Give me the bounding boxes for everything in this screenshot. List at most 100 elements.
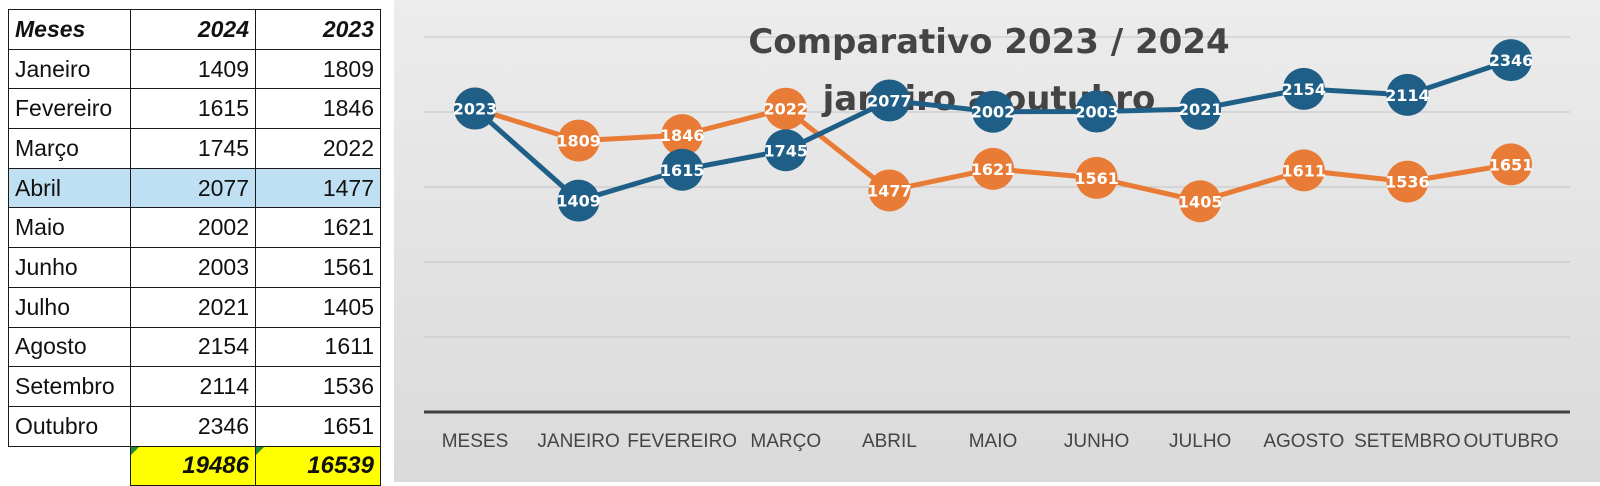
value-2024-cell[interactable]: 2077 [130, 167, 256, 209]
data-marker[interactable] [661, 148, 704, 191]
value-2024-cell[interactable]: 1615 [130, 88, 256, 130]
table-header-row: Meses 2024 2023 [8, 9, 381, 50]
value-2023-cell[interactable]: 1846 [255, 88, 381, 130]
data-point[interactable]: 2077 [867, 79, 912, 122]
month-cell[interactable]: Fevereiro [8, 88, 131, 130]
x-tick-label: AGOSTO [1263, 431, 1344, 452]
data-marker[interactable] [661, 114, 704, 157]
value-2024-cell[interactable]: 2021 [130, 286, 256, 328]
data-marker[interactable] [972, 90, 1014, 133]
table-row: Junho 2003 1561 [8, 247, 381, 288]
data-point[interactable]: 1611 [1282, 149, 1327, 192]
month-cell[interactable]: Abril [8, 167, 131, 209]
data-marker[interactable] [1179, 180, 1222, 223]
data-point[interactable]: 2346 [1489, 39, 1534, 82]
data-point[interactable]: 2022 [764, 87, 809, 130]
value-2024-cell[interactable]: 2114 [130, 366, 256, 407]
value-2023-cell[interactable]: 1477 [255, 167, 381, 209]
table-row: Abril 2077 1477 [8, 167, 381, 209]
data-point[interactable]: 2021 [1178, 87, 1223, 130]
empty-cell[interactable] [8, 445, 131, 486]
data-marker[interactable] [1490, 39, 1532, 82]
chart-canvas: Comparativo 2023 / 2024janeiro a outubro… [424, 22, 1570, 452]
data-point[interactable]: 2003 [1074, 90, 1119, 133]
month-cell[interactable]: Janeiro [8, 48, 131, 90]
x-tick-label: MARÇO [750, 431, 821, 452]
month-cell[interactable]: Agosto [8, 326, 131, 368]
value-2023-cell[interactable]: 1651 [255, 405, 381, 447]
data-label: 1846 [660, 126, 705, 145]
data-point[interactable]: 2114 [1385, 73, 1430, 116]
data-label: 1611 [1282, 161, 1327, 180]
data-marker[interactable] [1282, 149, 1325, 192]
value-2023-cell[interactable]: 1621 [255, 207, 381, 249]
data-marker[interactable] [1075, 90, 1118, 133]
data-marker[interactable] [1490, 143, 1532, 186]
data-label: 2346 [1489, 51, 1534, 70]
data-marker[interactable] [1075, 156, 1118, 199]
data-point[interactable]: 1809 [556, 119, 601, 162]
value-2024-cell[interactable]: 2002 [130, 207, 256, 249]
table-header-cell[interactable]: 2023 [255, 9, 381, 50]
data-label: 1651 [1489, 155, 1534, 174]
value-2023-cell[interactable]: 1536 [255, 366, 381, 407]
value-2024-cell[interactable]: 2003 [130, 247, 256, 288]
data-marker[interactable] [972, 147, 1014, 190]
x-tick-label: MAIO [969, 431, 1018, 452]
month-cell[interactable]: Setembro [8, 366, 131, 407]
data-marker[interactable] [1282, 67, 1325, 110]
month-cell[interactable]: Julho [8, 286, 131, 328]
table-header-cell[interactable]: Meses [8, 9, 131, 50]
data-marker[interactable] [868, 79, 911, 122]
data-point[interactable]: 1409 [556, 179, 601, 222]
data-label: 1536 [1385, 173, 1430, 192]
data-marker[interactable] [557, 179, 600, 222]
data-point[interactable]: 1615 [660, 148, 705, 191]
data-point[interactable]: 2002 [971, 90, 1016, 133]
value-2024-cell[interactable]: 2154 [130, 326, 256, 368]
value-2023-cell[interactable]: 1561 [255, 247, 381, 288]
data-point[interactable]: 1745 [764, 129, 809, 172]
table-row: Janeiro 1409 1809 [8, 48, 381, 90]
table-header-cell[interactable]: 2024 [130, 9, 256, 50]
data-marker[interactable] [1386, 160, 1429, 203]
month-cell[interactable]: Março [8, 128, 131, 169]
data-label: 2077 [867, 91, 912, 110]
data-point[interactable]: 2154 [1282, 67, 1327, 110]
data-marker[interactable] [557, 119, 600, 162]
data-label: 2114 [1385, 86, 1430, 105]
data-marker[interactable] [1179, 87, 1222, 130]
data-label: 2021 [1178, 100, 1223, 119]
value-2024-cell[interactable]: 1745 [130, 128, 256, 169]
data-point[interactable]: 1651 [1489, 143, 1534, 186]
data-point[interactable]: 2023 [453, 87, 498, 130]
value-2024-cell[interactable]: 2346 [130, 405, 256, 447]
value-2023-cell[interactable]: 1611 [255, 326, 381, 368]
chart-title: Comparativo 2023 / 2024 [748, 22, 1229, 62]
total-2024-cell[interactable]: 19486 [130, 445, 256, 486]
data-point[interactable]: 1846 [660, 114, 705, 157]
data-table: Meses 2024 2023 Janeiro 1409 1809 Fevereiro 161… [8, 9, 381, 486]
x-tick-label: JANEIRO [537, 431, 619, 452]
month-cell[interactable]: Maio [8, 207, 131, 249]
table-row: Agosto 2154 1611 [8, 326, 381, 368]
data-marker[interactable] [764, 129, 807, 172]
table-row: Setembro 2114 1536 [8, 366, 381, 407]
data-marker[interactable] [1386, 73, 1429, 116]
month-cell[interactable]: Outubro [8, 405, 131, 447]
total-2023-cell[interactable]: 16539 [255, 445, 381, 486]
value-2023-cell[interactable]: 2022 [255, 128, 381, 169]
data-point[interactable]: 1561 [1074, 156, 1119, 199]
data-marker[interactable] [868, 169, 911, 212]
value-2023-cell[interactable]: 1809 [255, 48, 381, 90]
data-point[interactable]: 1536 [1385, 160, 1430, 203]
value-2024-cell[interactable]: 1409 [130, 48, 256, 90]
value-2023-cell[interactable]: 1405 [255, 286, 381, 328]
month-cell[interactable]: Junho [8, 247, 131, 288]
data-marker[interactable] [764, 87, 807, 130]
data-label: 1615 [660, 161, 705, 180]
data-point[interactable]: 1405 [1178, 180, 1223, 223]
data-point[interactable]: 1621 [971, 147, 1016, 190]
data-marker[interactable] [454, 87, 496, 130]
data-point[interactable]: 1477 [867, 169, 912, 212]
